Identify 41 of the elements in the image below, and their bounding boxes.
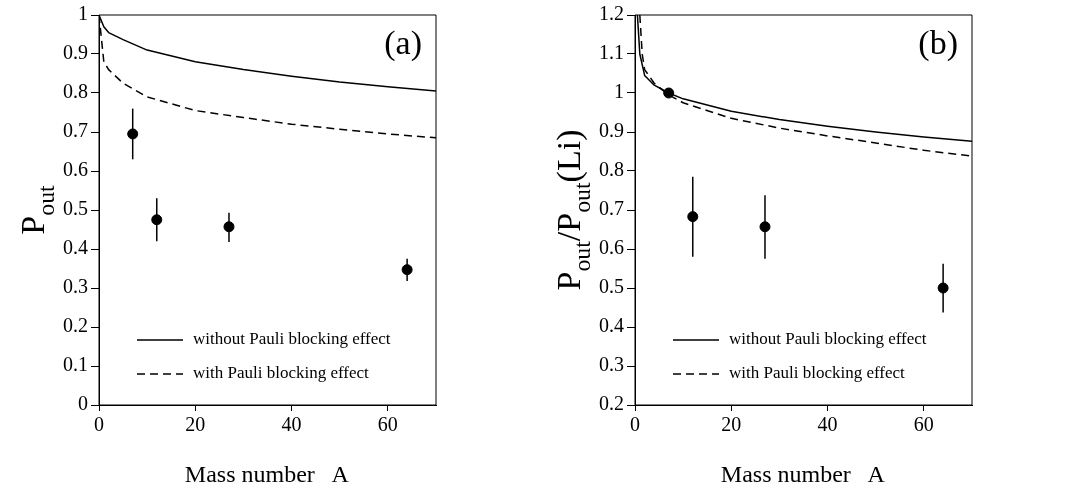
legend-label: without Pauli blocking effect bbox=[729, 329, 927, 349]
y-tick-label: 0.6 bbox=[599, 236, 624, 259]
y-tick-label: 0.3 bbox=[599, 353, 624, 376]
x-axis-title: Mass number A bbox=[720, 461, 886, 487]
y-tick-label: 0.7 bbox=[63, 119, 88, 142]
y-tick-label: 1.1 bbox=[599, 41, 624, 64]
legend-label: with Pauli blocking effect bbox=[729, 363, 906, 383]
y-tick-label: 1 bbox=[614, 80, 624, 103]
x-tick-label: 20 bbox=[185, 413, 206, 436]
y-tick-label: 0.9 bbox=[599, 119, 624, 142]
y-tick-label: 0.4 bbox=[63, 236, 88, 259]
x-tick-label: 60 bbox=[913, 413, 934, 436]
y-tick-label: 0.2 bbox=[63, 314, 88, 337]
x-tick-label: 0 bbox=[94, 413, 104, 436]
y-tick-label: 0.8 bbox=[599, 158, 624, 181]
y-tick-label: 0.2 bbox=[599, 392, 624, 415]
y-tick-label: 0.4 bbox=[599, 314, 624, 337]
point bbox=[127, 128, 139, 140]
y-tick-label: 0.7 bbox=[599, 197, 624, 220]
annotation: (b) bbox=[918, 23, 958, 62]
annotation: (a) bbox=[384, 23, 422, 62]
legend-label: without Pauli blocking effect bbox=[193, 329, 391, 349]
y-tick-label: 0.8 bbox=[63, 80, 88, 103]
y-tick-label: 0.1 bbox=[63, 353, 88, 376]
y-tick-label: 1 bbox=[78, 2, 88, 25]
y-tick-label: 0 bbox=[78, 392, 88, 415]
x-tick-label: 20 bbox=[721, 413, 742, 436]
y-tick-label: 0.5 bbox=[63, 197, 88, 220]
x-tick-label: 40 bbox=[817, 413, 838, 436]
x-tick-label: 40 bbox=[281, 413, 302, 436]
x-tick-label: 0 bbox=[630, 413, 640, 436]
y-tick-label: 0.6 bbox=[63, 158, 88, 181]
y-axis-title: Pout/Pout(Li) bbox=[550, 129, 596, 291]
y-tick-label: 0.9 bbox=[63, 41, 88, 64]
legend-label: with Pauli blocking effect bbox=[193, 363, 370, 383]
x-tick-label: 60 bbox=[377, 413, 398, 436]
x-axis-title: Mass number A bbox=[184, 461, 350, 487]
y-axis-title: Pout bbox=[14, 184, 60, 235]
y-tick-label: 0.3 bbox=[63, 275, 88, 298]
y-tick-label: 0.5 bbox=[599, 275, 624, 298]
y-tick-label: 1.2 bbox=[599, 2, 624, 25]
